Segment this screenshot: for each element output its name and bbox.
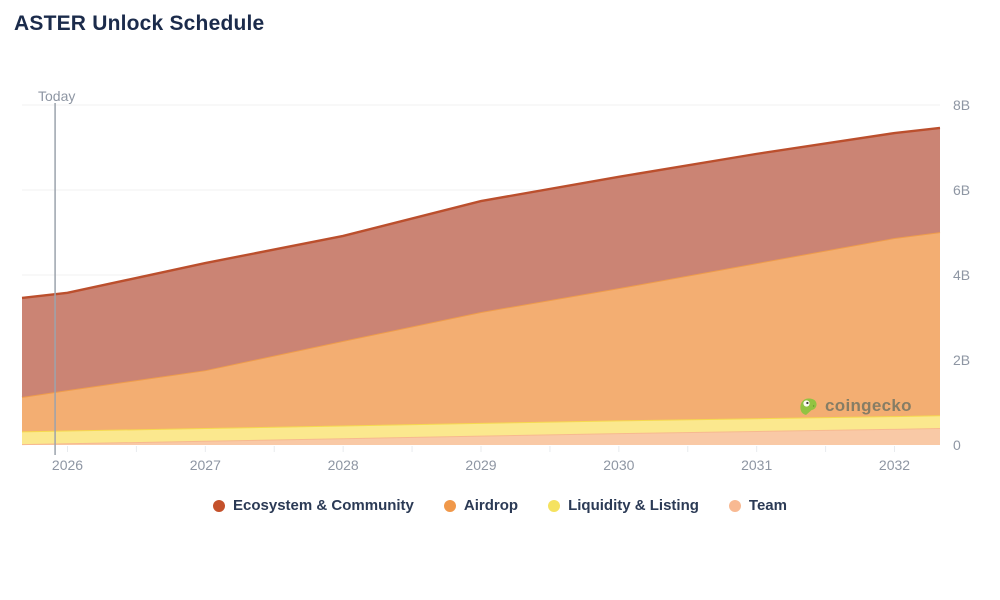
area-ecosystem-community [22,127,940,397]
x-axis-label: 2026 [52,457,83,473]
legend-item-ecosystem-community[interactable]: Ecosystem & Community [213,497,414,514]
y-axis-label: 6B [953,182,970,198]
legend-item-airdrop[interactable]: Airdrop [443,497,519,514]
legend-dot-ecosystem-community [213,499,226,512]
legend-dot-airdrop [443,499,456,512]
y-axis-label: 2B [953,352,970,368]
area-airdrop [22,232,940,432]
legend-dot-liquidity-listing [548,499,561,512]
legend-label: Ecosystem & Community [233,497,414,514]
x-axis-label: 2030 [603,457,634,473]
legend-label: Airdrop [463,497,519,514]
area-liquidity-listing [22,415,940,445]
coingecko-watermark-text: coingecko [825,396,912,415]
y-axis-label: 8B [953,97,970,113]
x-axis-label: 2031 [741,457,772,473]
x-axis-label: 2032 [879,457,910,473]
x-axis-label: 2028 [328,457,359,473]
y-axis-label: 4B [953,267,970,283]
coingecko-watermark: coingecko [797,395,912,417]
legend-dot-team [728,499,741,512]
x-axis-label: 2027 [190,457,221,473]
legend-label: Team [748,497,787,514]
legend-label: Liquidity & Listing [568,497,699,514]
legend-item-liquidity-listing[interactable]: Liquidity & Listing [548,497,699,514]
x-axis-label: 2029 [465,457,496,473]
line-ecosystem-community [21,126,941,300]
coingecko-gecko-icon [800,398,817,415]
y-axis-label: 0 [953,437,961,453]
today-label: Today [38,88,76,104]
chart-legend: Ecosystem & Community Airdrop Liquidity … [0,497,1000,514]
legend-item-team[interactable]: Team [728,497,787,514]
page-title: ASTER Unlock Schedule [14,12,265,35]
unlock-schedule-area-chart[interactable]: 8B 6B 4B 2B 0 2026 2027 2028 2029 2030 2031 2032 [0,0,1000,480]
